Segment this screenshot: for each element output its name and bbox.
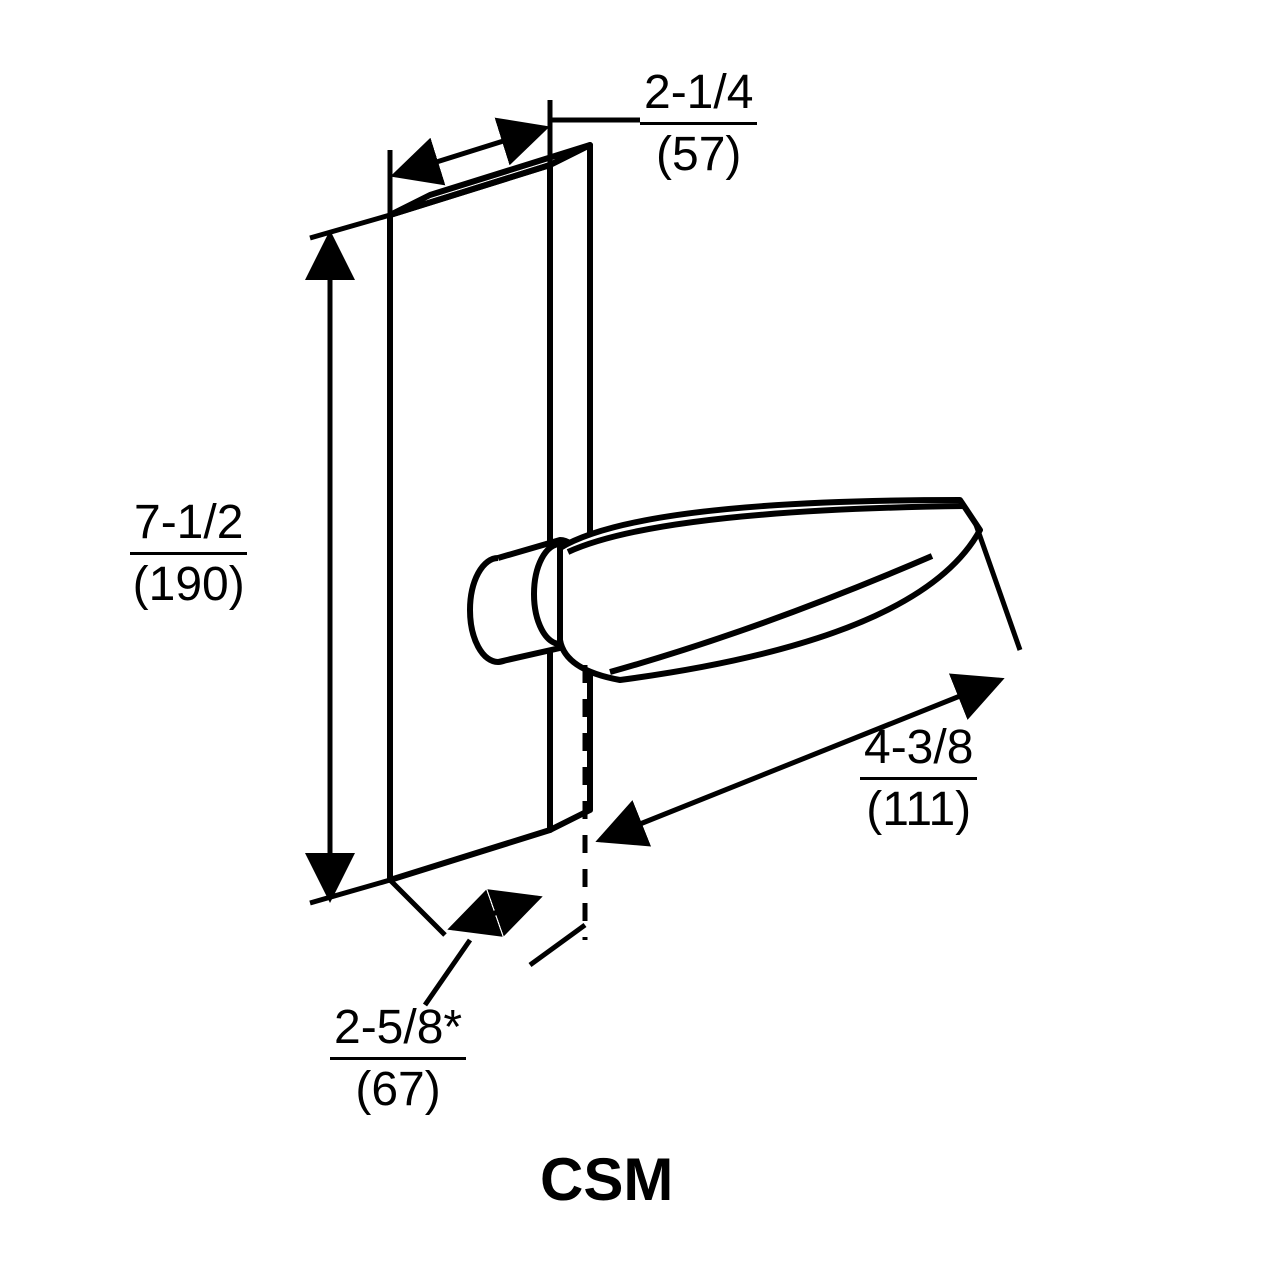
dim-width-mm: (57) [640, 125, 757, 182]
dim-height [310, 215, 390, 903]
lever-handle [470, 500, 980, 680]
drawing-svg [0, 0, 1280, 1280]
diagram-stage: 2-1/4 (57) 7-1/2 (190) 4-3/8 (111) 2-5/8… [0, 0, 1280, 1280]
dim-width-label: 2-1/4 (57) [640, 65, 757, 182]
dim-offset [390, 880, 585, 1005]
dim-offset-imperial: 2-5/8* [330, 1000, 466, 1060]
dim-lever-mm: (111) [860, 780, 977, 837]
dim-height-imperial: 7-1/2 [130, 495, 247, 555]
dim-offset-label: 2-5/8* (67) [330, 1000, 466, 1117]
backplate [390, 145, 590, 880]
dim-lever-label: 4-3/8 (111) [860, 720, 977, 837]
dim-width-imperial: 2-1/4 [640, 65, 757, 125]
dim-offset-mm: (67) [330, 1060, 466, 1117]
diagram-title: CSM [540, 1145, 673, 1214]
dim-lever-imperial: 4-3/8 [860, 720, 977, 780]
dim-height-label: 7-1/2 (190) [130, 495, 247, 612]
dim-height-mm: (190) [130, 555, 247, 612]
